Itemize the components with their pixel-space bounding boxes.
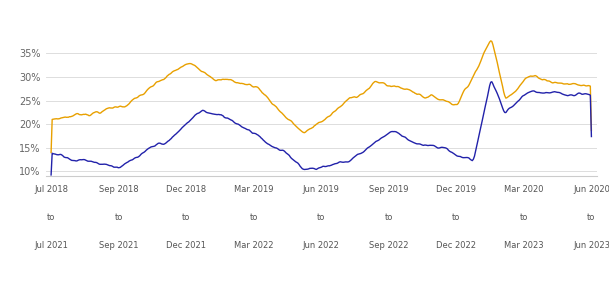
- Text: Jun 2019: Jun 2019: [303, 185, 340, 194]
- Text: Dec 2021: Dec 2021: [166, 241, 206, 250]
- Text: Mar 2023: Mar 2023: [504, 241, 544, 250]
- Text: Jul 2018: Jul 2018: [34, 185, 68, 194]
- Text: to: to: [317, 213, 325, 222]
- Text: Sep 2019: Sep 2019: [369, 185, 409, 194]
- Text: to: to: [452, 213, 460, 222]
- Text: Jun 2022: Jun 2022: [303, 241, 340, 250]
- Text: Dec 2018: Dec 2018: [166, 185, 206, 194]
- Text: to: to: [114, 213, 123, 222]
- Text: Mar 2022: Mar 2022: [234, 241, 273, 250]
- Text: to: to: [250, 213, 258, 222]
- Text: Dec 2019: Dec 2019: [436, 185, 476, 194]
- Text: to: to: [47, 213, 55, 222]
- Text: Jun 2020: Jun 2020: [573, 185, 609, 194]
- Text: Sep 2018: Sep 2018: [99, 185, 138, 194]
- Text: to: to: [182, 213, 191, 222]
- Text: Mar 2020: Mar 2020: [504, 185, 544, 194]
- Text: to: to: [385, 213, 393, 222]
- Text: Sep 2021: Sep 2021: [99, 241, 138, 250]
- Text: Dec 2022: Dec 2022: [436, 241, 476, 250]
- Text: Jun 2023: Jun 2023: [573, 241, 609, 250]
- Text: Jul 2021: Jul 2021: [34, 241, 68, 250]
- Text: Sep 2022: Sep 2022: [369, 241, 409, 250]
- Text: to: to: [519, 213, 528, 222]
- Text: Mar 2019: Mar 2019: [234, 185, 273, 194]
- Text: to: to: [587, 213, 596, 222]
